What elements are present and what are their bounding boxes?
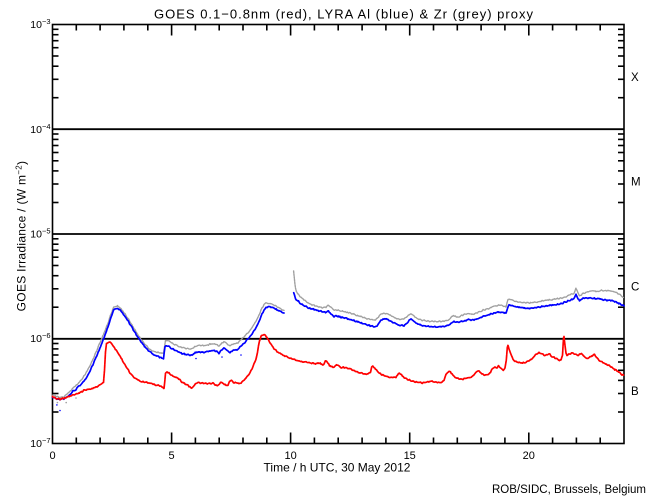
svg-text:0: 0 — [49, 450, 55, 462]
svg-text:Time / h UTC, 30 May 2012: Time / h UTC, 30 May 2012 — [264, 461, 411, 475]
svg-text:15: 15 — [404, 450, 416, 462]
svg-text:20: 20 — [523, 450, 535, 462]
svg-text:5: 5 — [169, 450, 175, 462]
svg-text:B: B — [631, 386, 639, 398]
svg-text:GOES Irradiance / (W m−2): GOES Irradiance / (W m−2) — [15, 161, 29, 312]
svg-text:10: 10 — [284, 450, 296, 462]
svg-text:X: X — [631, 72, 639, 84]
svg-text:ROB/SIDC, Brussels, Belgium: ROB/SIDC, Brussels, Belgium — [492, 484, 646, 496]
svg-text:M: M — [631, 177, 641, 189]
svg-text:C: C — [631, 281, 639, 293]
svg-text:GOES 0.1−0.8nm (red), LYRA Al: GOES 0.1−0.8nm (red), LYRA Al (blue) & Z… — [154, 7, 534, 22]
